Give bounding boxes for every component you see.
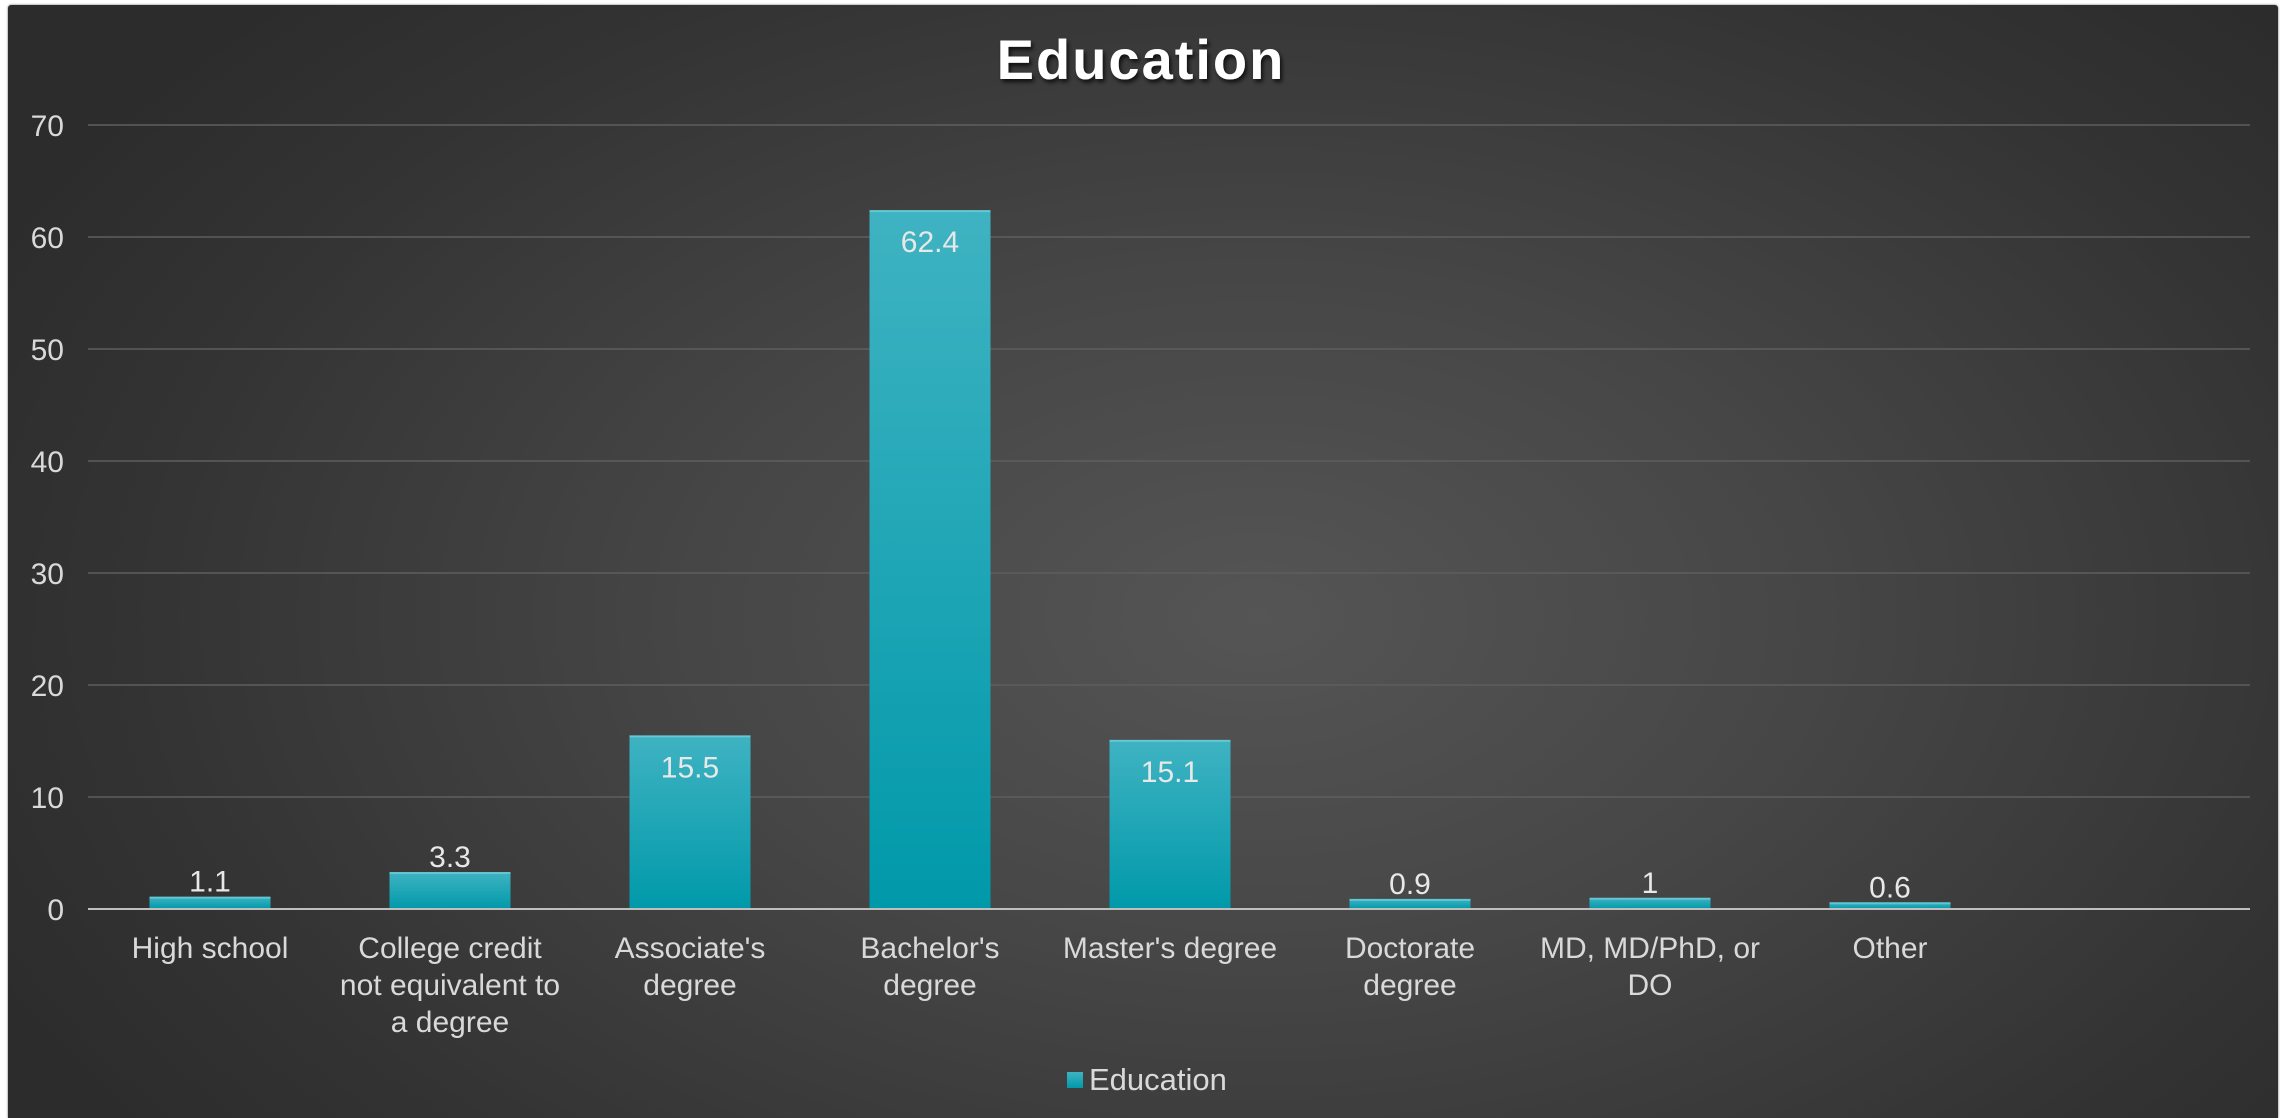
legend-swatch: [1067, 1072, 1083, 1088]
x-axis: High school College credit not equivalent …: [88, 908, 2250, 1039]
y-tick-label: 40: [31, 446, 64, 479]
y-tick-label: 60: [31, 222, 64, 255]
chart-title: Education: [997, 28, 1286, 91]
y-tick-label: 10: [31, 782, 64, 815]
bar-highlight: [1109, 739, 1231, 742]
x-tick-label: College credit not equivalent to a degree: [340, 932, 560, 1039]
bar: [1109, 739, 1231, 909]
bar-highlight: [1349, 898, 1471, 901]
data-label: 1.1: [189, 866, 231, 899]
bar-highlight: [1829, 902, 1951, 905]
data-label: 62.4: [901, 226, 959, 259]
x-tick-label: Associate's degree: [615, 932, 766, 1002]
data-label: 15.5: [661, 751, 719, 784]
bar-highlight: [1589, 897, 1711, 900]
bar: [389, 872, 511, 909]
data-label: 15.1: [1141, 756, 1199, 789]
data-label: 0.9: [1389, 868, 1431, 901]
y-tick-label: 0: [47, 894, 64, 927]
bar: [1829, 902, 1951, 909]
y-tick-label: 50: [31, 334, 64, 367]
x-tick-label: High school: [132, 932, 289, 965]
bar: [149, 896, 271, 909]
x-tick-label: Master's degree: [1063, 932, 1277, 965]
y-tick-label: 20: [31, 670, 64, 703]
y-tick-label: 30: [31, 558, 64, 591]
bars: [149, 210, 1951, 909]
x-tick-label: Doctorate degree: [1345, 932, 1475, 1002]
data-label: 1: [1642, 867, 1659, 900]
legend: Education: [1067, 1062, 1227, 1097]
data-labels: 1.1 3.3 15.5 62.4 15.1 0.9 1 0.6: [189, 226, 1911, 904]
bar: [1349, 898, 1471, 909]
bar: [869, 210, 991, 909]
bar-highlight: [869, 210, 991, 213]
bar-highlight: [389, 872, 511, 875]
chart-area: Education 0 10 20 30 40 50 60 70 1.1 3.3 15.5 62.4…: [8, 5, 2278, 1118]
bar: [629, 735, 751, 909]
gridlines: [88, 124, 2250, 798]
bar-highlight: [629, 735, 751, 738]
x-tick-label: Other: [1852, 932, 1927, 965]
data-label: 0.6: [1869, 871, 1911, 904]
x-tick-label: Bachelor's degree: [860, 932, 999, 1002]
bar: [1589, 897, 1711, 909]
y-tick-label: 70: [31, 110, 64, 143]
legend-label: Education: [1089, 1062, 1227, 1097]
x-tick-label: MD, MD/PhD, or DO: [1540, 932, 1760, 1002]
bar-chart: Education 0 10 20 30 40 50 60 70 1.1 3.3 15.5 62.4…: [31, 28, 2250, 1097]
y-axis: 0 10 20 30 40 50 60 70: [31, 110, 64, 927]
bar-highlight: [149, 896, 271, 899]
data-label: 3.3: [429, 841, 471, 874]
